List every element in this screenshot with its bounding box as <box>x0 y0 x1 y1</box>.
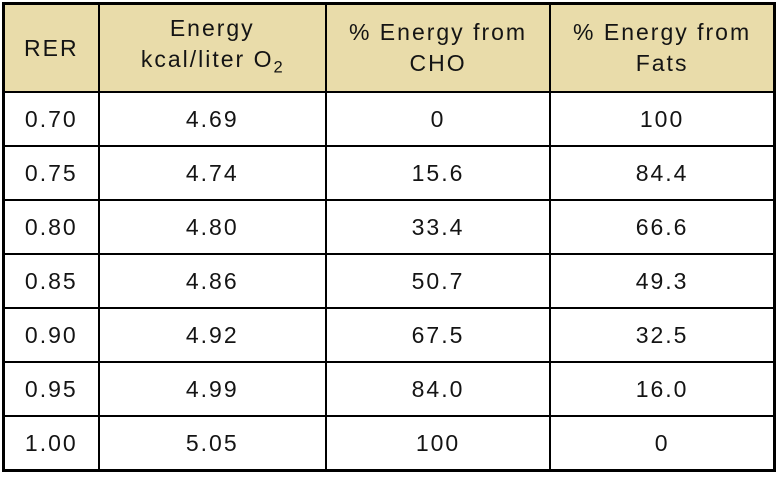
table-cell: 100 <box>549 91 776 147</box>
column-header-rer: RER <box>2 2 100 93</box>
table-cell: 4.92 <box>97 307 327 363</box>
header-line: kcal/liter O2 <box>140 46 284 77</box>
column-header-energy: Energy kcal/liter O2 <box>97 2 327 93</box>
table-body: 0.70 4.69 0 100 0.75 4.74 15.6 84.4 0.80 4.80 33.4… <box>2 91 776 472</box>
table-container: RER Energy kcal/liter O2 % Energy from CHO… <box>2 2 776 472</box>
table-cell: 0.70 <box>2 91 100 147</box>
header-line: % Energy from <box>348 19 528 45</box>
table-cell: 84.4 <box>549 145 776 201</box>
table-cell: 1.00 <box>2 415 100 472</box>
table-cell: 4.99 <box>97 361 327 417</box>
table-row: 0.75 4.74 15.6 84.4 <box>2 145 776 201</box>
header-row: RER Energy kcal/liter O2 % Energy from CHO… <box>2 2 776 93</box>
header-line: Fats <box>635 50 689 76</box>
table-cell: 4.86 <box>97 253 327 309</box>
table-row: 0.95 4.99 84.0 16.0 <box>2 361 776 417</box>
table-cell: 0.80 <box>2 199 100 255</box>
table-cell: 4.80 <box>97 199 327 255</box>
table-cell: 84.0 <box>324 361 552 417</box>
table-cell: 4.69 <box>97 91 327 147</box>
table-cell: 32.5 <box>549 307 776 363</box>
table-cell: 15.6 <box>324 145 552 201</box>
table-cell: 49.3 <box>549 253 776 309</box>
header-line: CHO <box>409 50 467 76</box>
subscript-2: 2 <box>273 57 284 77</box>
table-cell: 100 <box>324 415 552 472</box>
table-cell: 16.0 <box>549 361 776 417</box>
table-row: 0.85 4.86 50.7 49.3 <box>2 253 776 309</box>
table-cell: 0.95 <box>2 361 100 417</box>
header-line: RER <box>24 34 79 61</box>
table-cell: 0.85 <box>2 253 100 309</box>
table-row: 0.80 4.80 33.4 66.6 <box>2 199 776 255</box>
table-cell: 66.6 <box>549 199 776 255</box>
table-cell: 67.5 <box>324 307 552 363</box>
table-row: 1.00 5.05 100 0 <box>2 415 776 472</box>
table-header: RER Energy kcal/liter O2 % Energy from CHO… <box>2 2 776 93</box>
table-row: 0.70 4.69 0 100 <box>2 91 776 147</box>
table-cell: 0 <box>324 91 552 147</box>
table-cell: 5.05 <box>97 415 327 472</box>
table-cell: 0.75 <box>2 145 100 201</box>
column-header-pct-cho: % Energy from CHO <box>324 2 552 93</box>
table-row: 0.90 4.92 67.5 32.5 <box>2 307 776 363</box>
table-cell: 50.7 <box>324 253 552 309</box>
rer-energy-table: RER Energy kcal/liter O2 % Energy from CHO… <box>2 2 776 472</box>
table-cell: 33.4 <box>324 199 552 255</box>
column-header-pct-fats: % Energy from Fats <box>549 2 776 93</box>
table-cell: 0 <box>549 415 776 472</box>
table-cell: 0.90 <box>2 307 100 363</box>
header-line: % Energy from <box>573 19 752 45</box>
table-cell: 4.74 <box>97 145 327 201</box>
header-line: Energy <box>169 15 255 42</box>
